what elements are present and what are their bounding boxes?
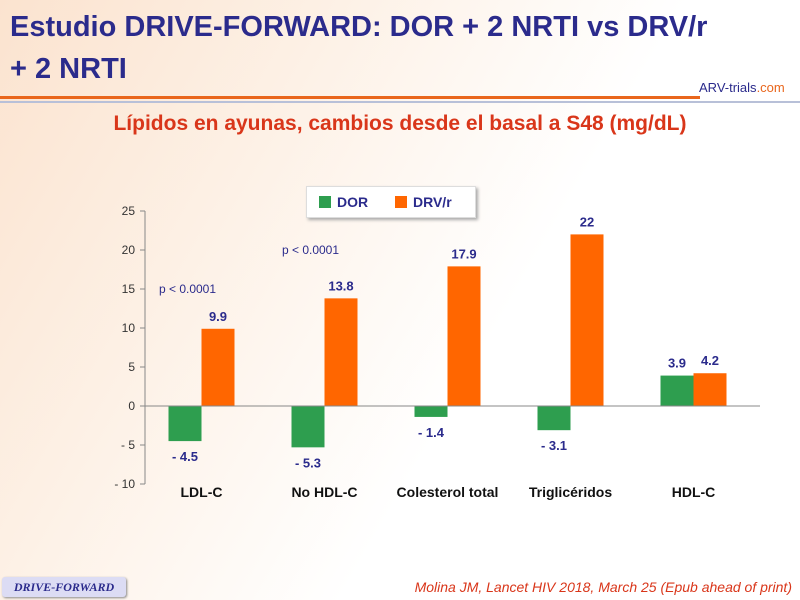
y-tick-label: 15 [122, 282, 136, 296]
y-tick-label: 20 [122, 243, 136, 257]
category-label: Colesterol total [397, 484, 499, 500]
data-label: - 3.1 [541, 438, 567, 453]
data-label: 22 [580, 214, 594, 229]
page-title: Estudio DRIVE-FORWARD: DOR + 2 NRTI vs D… [10, 11, 708, 85]
title-rule [0, 96, 700, 99]
bar-dor [291, 406, 325, 448]
data-label: 17.9 [451, 246, 476, 261]
data-label: 13.8 [328, 278, 353, 293]
legend-swatch-dor [319, 196, 331, 208]
bar-dor [537, 406, 571, 431]
data-label: - 4.5 [172, 449, 198, 464]
legend-label-drvr: DRV/r [413, 194, 452, 210]
arv-trials-logo: ARV-trials.com [695, 80, 789, 95]
chart-title: Lípidos en ayunas, cambios desde el basa… [113, 112, 687, 135]
chart-legend: DOR DRV/r [306, 186, 476, 218]
bar-drvr [693, 373, 727, 406]
category-label: LDL-C [181, 484, 223, 500]
y-tick-label: 10 [122, 321, 136, 335]
p-value-annotation: p < 0.0001 [282, 243, 339, 257]
bar-dor [414, 406, 448, 417]
study-badge: DRIVE-FORWARD [2, 577, 126, 597]
p-value-annotation: p < 0.0001 [159, 282, 216, 296]
category-label: HDL-C [672, 484, 716, 500]
bar-drvr [447, 266, 481, 406]
logo-text: ARV-trials [699, 80, 757, 95]
citation: Molina JM, Lancet HIV 2018, March 25 (Ep… [414, 579, 792, 595]
data-label: - 5.3 [295, 455, 321, 470]
y-tick-label: - 5 [121, 438, 135, 452]
data-label: - 1.4 [418, 425, 445, 440]
data-label: 3.9 [668, 356, 686, 371]
y-tick-label: 25 [122, 204, 136, 218]
bar-dor [168, 406, 202, 442]
category-label: No HDL-C [291, 484, 357, 500]
bar-dor [660, 375, 694, 406]
legend-swatch-drvr [395, 196, 407, 208]
bar-drvr [201, 328, 235, 406]
y-tick-label: 0 [128, 399, 135, 413]
title-rule-secondary [0, 101, 800, 103]
bar-drvr [570, 234, 604, 406]
logo-suffix: .com [756, 80, 785, 95]
y-tick-label: - 10 [114, 477, 135, 491]
legend-label-dor: DOR [337, 194, 369, 210]
data-label: 9.9 [209, 309, 227, 324]
data-label: 4.2 [701, 353, 719, 368]
category-label: Triglicéridos [529, 484, 612, 500]
bar-drvr [324, 298, 358, 406]
y-tick-label: 5 [128, 360, 135, 374]
